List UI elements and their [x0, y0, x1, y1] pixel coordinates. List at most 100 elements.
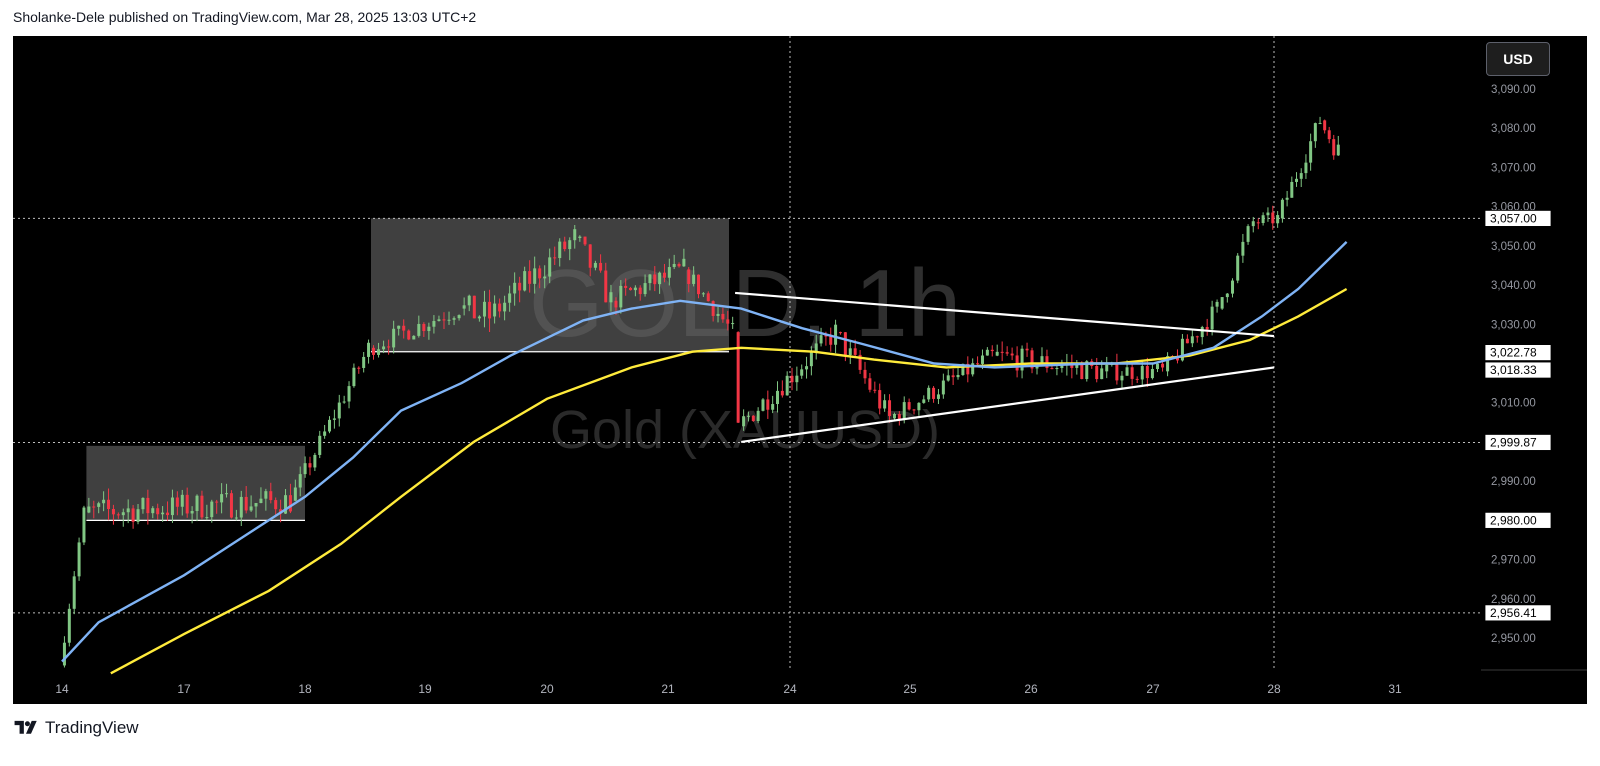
watermark-name: Gold (XAUUSD): [550, 400, 940, 460]
candle-up: [121, 512, 125, 516]
candle-up: [102, 499, 106, 504]
candle-up: [427, 326, 431, 332]
candle-down: [736, 332, 740, 423]
candle-down: [1205, 326, 1209, 330]
candle-up: [1020, 348, 1024, 371]
candle-down: [1080, 364, 1084, 380]
tradingview-logo-icon: [14, 720, 37, 734]
time-tick-label: 31: [1388, 682, 1402, 696]
candle-up: [573, 229, 577, 241]
candle-up: [1246, 226, 1250, 242]
candle-down: [200, 495, 204, 518]
consolidation-box[interactable]: [371, 218, 729, 352]
candle-down: [951, 375, 955, 378]
candle-down: [687, 269, 691, 284]
candle-down: [1327, 130, 1331, 140]
candle-down: [185, 494, 189, 514]
candle-down: [858, 354, 862, 370]
candle-up: [1285, 197, 1289, 200]
candle-up: [1166, 356, 1170, 372]
candle-up: [493, 303, 497, 317]
candle-down: [387, 346, 391, 348]
candle-down: [653, 274, 657, 285]
price-tick-label: 2,960.00: [1491, 594, 1536, 606]
time-tick-label: 25: [903, 682, 917, 696]
candle-up: [1210, 306, 1214, 330]
candle-up: [87, 506, 91, 513]
price-label-box[interactable]: [1484, 210, 1552, 227]
crosshair-lines: [13, 36, 1481, 669]
candle-down: [588, 244, 592, 268]
price-label-box[interactable]: [1484, 604, 1552, 622]
price-axis[interactable]: 3,090.003,080.003,070.003,060.003,050.00…: [1481, 84, 1587, 671]
candle-up: [513, 282, 517, 294]
candle-up: [809, 351, 813, 367]
candle-down: [111, 508, 115, 515]
candle-down: [131, 508, 135, 522]
candle-down: [288, 495, 292, 512]
price-label-text: 3,022.78: [1490, 346, 1537, 360]
candle-down: [107, 499, 111, 509]
price-chart[interactable]: GOLD, 1h Gold (XAUUSD) 3,090.003,080.003…: [13, 36, 1587, 704]
candle-down: [528, 271, 532, 284]
ascending-trendline[interactable]: [741, 366, 1275, 444]
candle-up: [1241, 241, 1245, 256]
candle-down: [1025, 348, 1029, 351]
candle-down: [873, 389, 877, 391]
candle-down: [116, 514, 120, 516]
price-tick-label: 3,080.00: [1491, 123, 1536, 135]
candle-down: [583, 236, 587, 245]
candle-up: [97, 503, 101, 507]
candle-up: [1075, 364, 1079, 368]
candle-up: [377, 349, 381, 355]
candle-down: [1195, 336, 1199, 338]
candle-up: [883, 400, 887, 409]
candle-down: [1256, 222, 1260, 224]
candle-down: [614, 300, 618, 308]
descending-trendline[interactable]: [735, 291, 1275, 338]
candle-down: [402, 325, 406, 331]
candle-up: [716, 313, 720, 316]
candle-down: [599, 262, 603, 271]
candle-up: [1236, 255, 1240, 281]
candle-up: [220, 494, 224, 503]
time-tick-label: 14: [55, 682, 69, 696]
price-label-box[interactable]: [1484, 344, 1552, 361]
candle-down: [711, 301, 715, 316]
candle-down: [407, 330, 411, 340]
price-label-box[interactable]: [1484, 434, 1552, 451]
candle-down: [838, 332, 842, 334]
candle-up: [1140, 366, 1144, 380]
price-label-text: 2,956.41: [1490, 606, 1537, 620]
candle-up: [503, 302, 507, 312]
candle-down: [274, 500, 278, 510]
tradingview-logo[interactable]: TradingView: [13, 716, 139, 740]
candle-down: [1323, 120, 1327, 131]
candle-up: [62, 642, 66, 666]
candle-up: [1155, 363, 1159, 370]
consolidation-boxes[interactable]: [86, 218, 729, 521]
candle-down: [1000, 351, 1004, 353]
fast-moving-average-line: [61, 241, 1348, 663]
triangle-trendlines[interactable]: [735, 291, 1275, 444]
price-label-box[interactable]: [1484, 361, 1552, 379]
candle-up: [437, 319, 441, 322]
candle-up: [462, 305, 466, 309]
candle-up: [1295, 178, 1299, 182]
candle-up: [205, 517, 209, 519]
candle-down: [553, 257, 557, 259]
candle-up: [672, 263, 676, 268]
candle-up: [1120, 375, 1124, 381]
candle-down: [629, 287, 633, 291]
candle-up: [342, 401, 346, 403]
currency-button[interactable]: USD: [1486, 42, 1550, 76]
chart-area[interactable]: GOLD, 1h Gold (XAUUSD) 3,090.00 3,080.00 3…: [13, 36, 1587, 704]
price-label-box[interactable]: [1484, 511, 1552, 529]
candle-up: [633, 287, 637, 291]
candle-up: [417, 323, 421, 336]
candle-up: [1318, 123, 1322, 125]
candle-down: [1050, 368, 1054, 370]
time-axis[interactable]: 14 17 18 19 20 21 24 25 26 27 28 31: [55, 682, 1402, 696]
candle-up: [1266, 212, 1270, 216]
candle-up: [77, 542, 81, 577]
